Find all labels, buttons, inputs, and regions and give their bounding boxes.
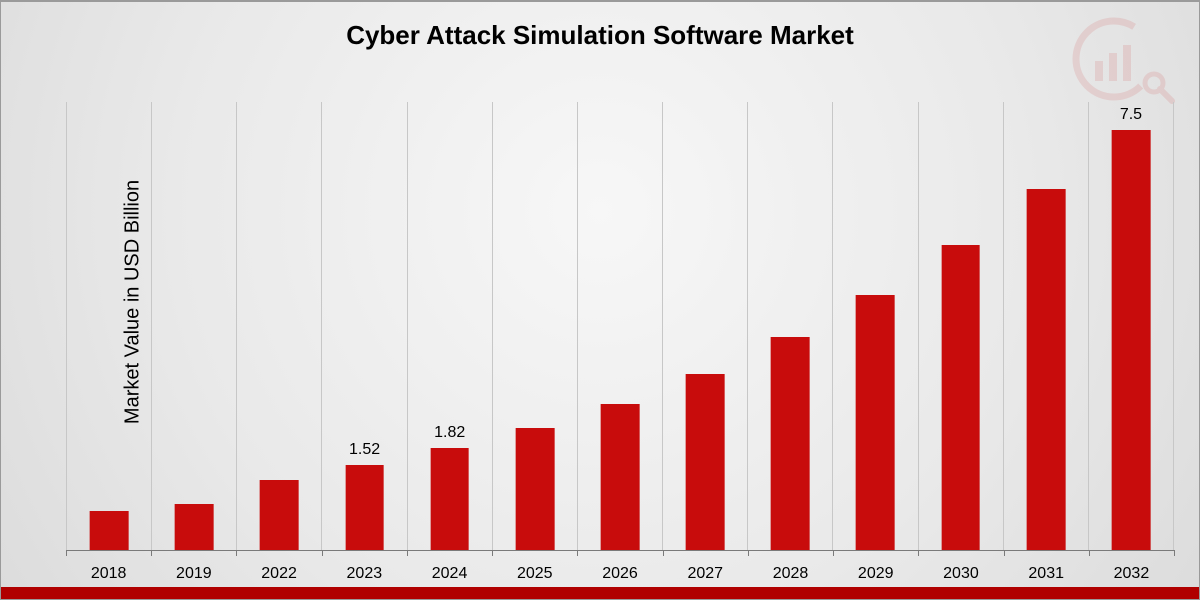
x-tick-label: 2028 — [748, 565, 833, 583]
bar — [90, 511, 129, 550]
plot-area: 1.52 1.82 7.5 — [66, 102, 1174, 551]
bar — [941, 245, 980, 550]
x-tick — [663, 550, 664, 556]
logo-watermark — [1069, 17, 1179, 112]
x-tick-label: 2023 — [322, 565, 407, 583]
x-tick-label: 2027 — [663, 565, 748, 583]
bar — [686, 374, 725, 550]
bar — [430, 448, 469, 550]
bar-slot — [66, 102, 151, 550]
x-tick — [1004, 550, 1005, 556]
bar-slot — [662, 102, 747, 550]
bar — [345, 465, 384, 550]
bar-slot: 7.5 — [1088, 102, 1174, 550]
x-tick-label: 2018 — [66, 565, 151, 583]
x-tick-label: 2029 — [833, 565, 918, 583]
x-tick-label: 2025 — [492, 565, 577, 583]
bar — [1112, 130, 1151, 550]
x-tick — [577, 550, 578, 556]
x-tick — [407, 550, 408, 556]
bottom-color-band — [1, 587, 1199, 599]
bar — [601, 404, 640, 550]
x-tick — [833, 550, 834, 556]
bar-slot: 1.82 — [407, 102, 492, 550]
x-tick — [322, 550, 323, 556]
bar — [1026, 189, 1065, 550]
x-tick-label: 2026 — [577, 565, 662, 583]
chart-frame: Cyber Attack Simulation Software Market … — [0, 0, 1200, 600]
bar — [260, 480, 299, 550]
bar — [856, 295, 895, 550]
bar-slot — [492, 102, 577, 550]
x-tick — [66, 550, 67, 556]
x-tick-label: 2032 — [1089, 565, 1174, 583]
x-tick — [1089, 550, 1090, 556]
x-tick-label: 2030 — [918, 565, 1003, 583]
x-tick — [492, 550, 493, 556]
bar-slot — [747, 102, 832, 550]
x-tick — [1174, 550, 1175, 556]
x-tick — [151, 550, 152, 556]
bars-container: 1.52 1.82 7.5 — [66, 102, 1174, 550]
bar-slot — [236, 102, 321, 550]
bar-value-label: 1.52 — [349, 441, 380, 459]
x-tick — [918, 550, 919, 556]
bar — [175, 504, 214, 550]
x-tick-label: 2024 — [407, 565, 492, 583]
bar-slot — [577, 102, 662, 550]
bar-slot — [151, 102, 236, 550]
bar — [771, 337, 810, 550]
x-tick — [748, 550, 749, 556]
chart-title: Cyber Attack Simulation Software Market — [1, 20, 1199, 51]
x-tick — [236, 550, 237, 556]
bar-value-label: 7.5 — [1120, 106, 1142, 124]
bar-value-label: 1.82 — [434, 424, 465, 442]
logo-icon — [1069, 17, 1179, 107]
bar-slot — [832, 102, 917, 550]
bar-slot — [918, 102, 1003, 550]
bar-slot: 1.52 — [321, 102, 406, 550]
x-axis-labels: 2018201920222023202420252026202720282029… — [66, 565, 1174, 583]
x-tick-label: 2019 — [151, 565, 236, 583]
bar-slot — [1003, 102, 1088, 550]
x-tick-label: 2031 — [1004, 565, 1089, 583]
x-tick-label: 2022 — [236, 565, 321, 583]
bar — [516, 428, 555, 550]
